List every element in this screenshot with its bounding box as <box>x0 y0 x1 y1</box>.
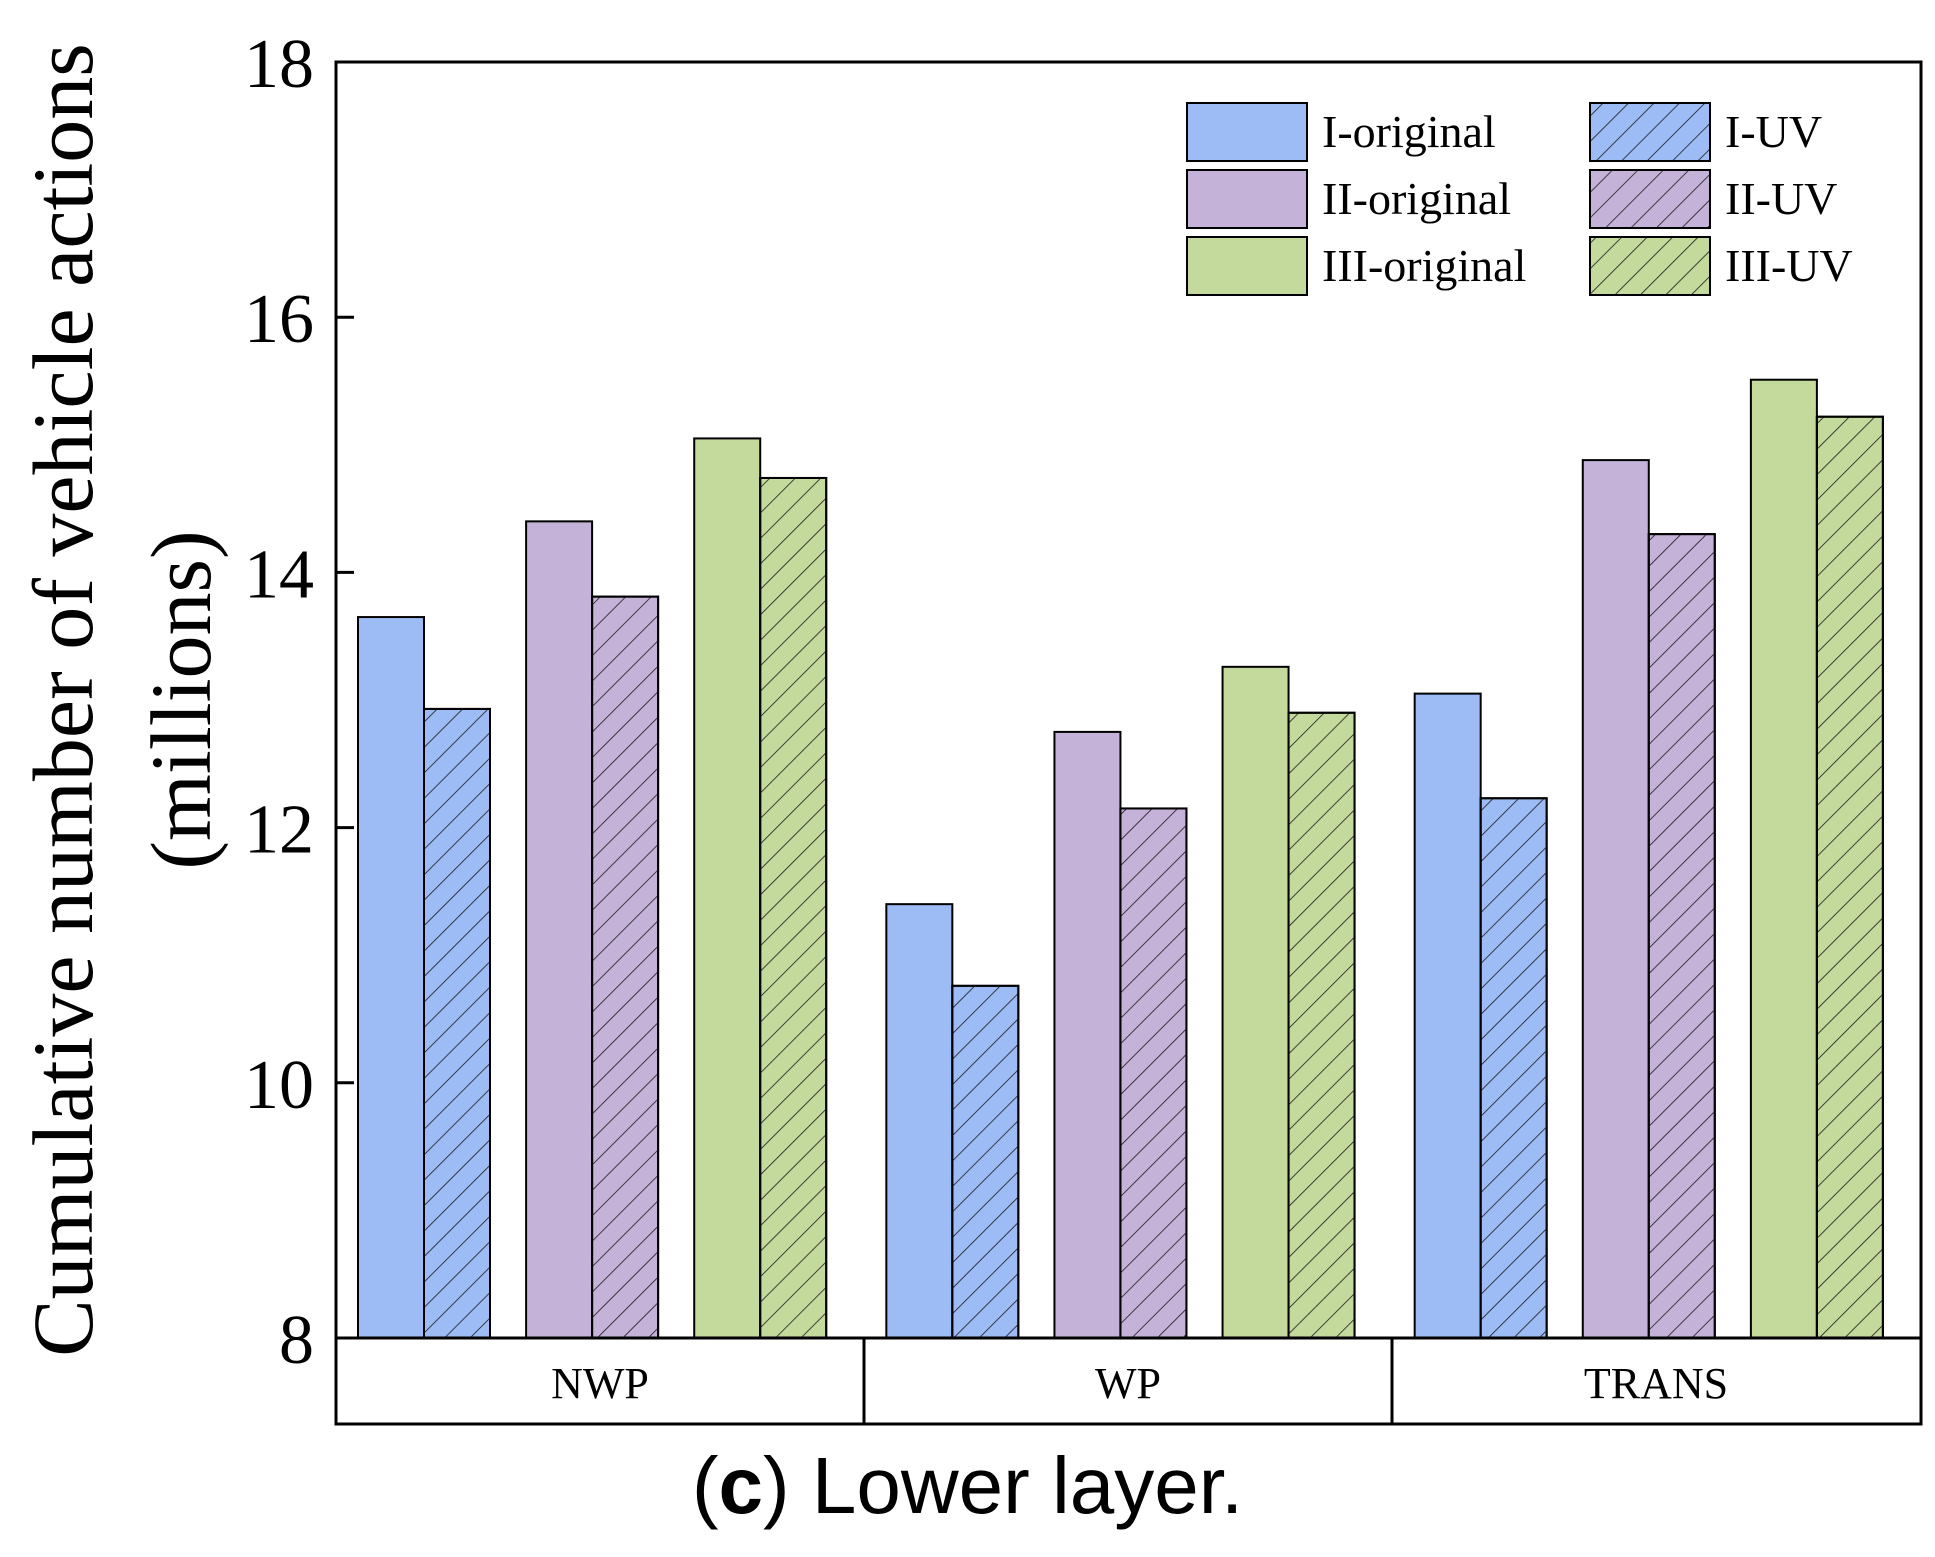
legend-swatch-ii-uv-hatch <box>1589 169 1711 229</box>
bar-hatch-ii-uv-trans <box>1647 533 1716 1339</box>
bar-hatch-iii-uv-wp <box>1287 711 1356 1339</box>
legend-label-iii-uv: III-UV <box>1725 240 1853 291</box>
legend-label-i-uv: I-UV <box>1725 106 1822 157</box>
bar-hatch-i-uv-wp <box>951 984 1020 1339</box>
figure-caption: (c) Lower layer. <box>0 1440 1935 1532</box>
bar-i-original-trans <box>1413 692 1482 1339</box>
legend-swatch-ii-original <box>1186 169 1308 229</box>
y-tick-label: 14 <box>244 536 314 613</box>
bar-i-original-nwp <box>357 616 425 1339</box>
bar-hatch-i-uv-trans <box>1479 797 1548 1339</box>
bar-hatch-ii-uv-nwp <box>591 595 660 1339</box>
category-table: NWP WP TRANS <box>334 1336 1923 1426</box>
legend-label-ii-uv: II-UV <box>1725 173 1837 224</box>
caption-text: ) Lower layer. <box>762 1441 1244 1530</box>
bar-hatch-i-uv-nwp <box>423 707 491 1339</box>
bar-iii-original-wp <box>1221 665 1290 1339</box>
y-axis-ticks: 8 10 12 14 16 18 <box>244 26 354 1379</box>
y-axis-title-line2: (millions) <box>133 530 229 869</box>
y-tick-label: 10 <box>244 1047 314 1124</box>
y-tick-label: 16 <box>244 281 314 358</box>
legend-swatch-iii-uv-hatch <box>1589 236 1711 296</box>
legend-swatch-i-uv-hatch <box>1589 102 1711 162</box>
bar-iii-original-trans <box>1749 378 1818 1339</box>
category-table-frame <box>334 1336 1923 1426</box>
y-tick-label: 12 <box>244 792 314 869</box>
bar-i-original-wp <box>885 903 954 1339</box>
bar-hatch-ii-uv-wp <box>1119 807 1188 1339</box>
category-label-trans: TRANS <box>1584 1359 1728 1408</box>
bar-iii-original-nwp <box>693 437 762 1340</box>
bars-layer <box>357 378 1884 1340</box>
caption-open-paren: ( <box>691 1441 719 1530</box>
y-tick-label: 8 <box>279 1302 314 1379</box>
bar-hatch-iii-uv-trans <box>1815 415 1884 1339</box>
category-label-nwp: NWP <box>551 1359 649 1408</box>
legend-label-ii-original: II-original <box>1322 173 1511 224</box>
bar-ii-original-trans <box>1581 459 1650 1339</box>
legend-label-iii-original: III-original <box>1322 240 1526 291</box>
legend-label-i-original: I-original <box>1322 106 1496 157</box>
y-tick-label: 18 <box>244 26 314 103</box>
y-axis-title-line1: Cumulative number of vehicle actions <box>15 43 111 1357</box>
caption-panel-letter: c <box>718 1441 763 1530</box>
bar-ii-original-nwp <box>525 520 594 1339</box>
legend-swatch-i-original <box>1186 102 1308 162</box>
bar-hatch-iii-uv-nwp <box>759 476 828 1339</box>
category-label-wp: WP <box>1095 1359 1161 1408</box>
legend: I-original II-original III-original I-UV… <box>1186 102 1853 296</box>
legend-swatch-iii-original <box>1186 236 1308 296</box>
bar-ii-original-wp <box>1053 730 1122 1339</box>
